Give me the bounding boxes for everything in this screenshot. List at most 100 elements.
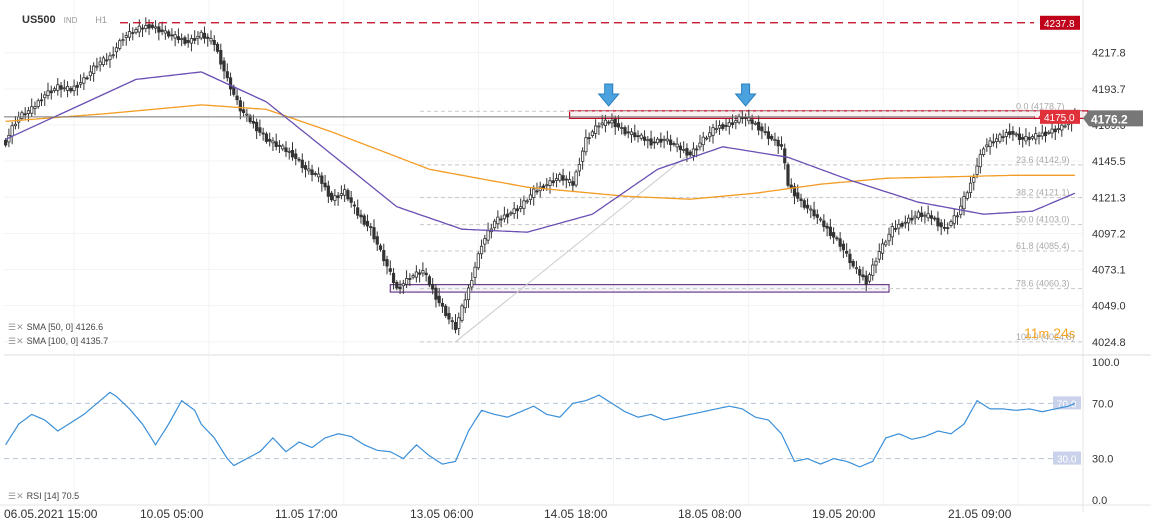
candle-body: [95, 65, 99, 68]
candle-body: [457, 317, 461, 329]
candle-body: [1001, 136, 1005, 139]
rsi-line: [5, 391, 1076, 468]
candle-body: [167, 31, 171, 37]
candle-body: [1037, 135, 1041, 137]
candle-body: [150, 24, 154, 28]
candle-body: [268, 138, 272, 142]
candle-body: [506, 213, 510, 218]
candle-body: [887, 233, 891, 242]
candle-body: [52, 88, 57, 92]
legend-sma50[interactable]: ☰✕ SMA [50, 0] 4126.6: [8, 322, 104, 332]
current-price-tag-bg: [1083, 110, 1143, 127]
candle-body: [431, 284, 435, 290]
time-tick: 11.05 17:00: [275, 507, 338, 521]
legend-sma100[interactable]: ☰✕ SMA [100, 0] 4135.7: [8, 336, 109, 346]
candle-body: [613, 118, 617, 128]
candle-body: [633, 132, 637, 138]
candle-body: [610, 119, 614, 124]
candle-body: [985, 144, 989, 148]
sma50-line: [5, 71, 1076, 233]
settings-icon[interactable]: ☰✕: [8, 336, 24, 346]
rsi-level-label: 70.0: [1057, 399, 1077, 410]
candle-body: [225, 71, 229, 79]
candle-body: [92, 65, 96, 74]
candle-body: [173, 34, 177, 39]
time-tick: 06.05.2021 15:00: [4, 507, 98, 521]
candle-body: [933, 217, 937, 220]
candle-body: [1040, 132, 1044, 137]
candle-body: [809, 208, 813, 211]
candle-body: [124, 35, 128, 38]
candle-body: [493, 220, 497, 229]
candle-body: [163, 30, 167, 34]
candle-body: [590, 131, 594, 136]
candle-body: [639, 134, 643, 139]
candle-body: [721, 124, 725, 129]
candle-body: [623, 127, 627, 135]
candle-body: [215, 43, 220, 52]
settings-icon[interactable]: ☰✕: [8, 491, 24, 501]
candle-body: [995, 138, 999, 142]
candle-body: [473, 266, 477, 278]
settings-icon[interactable]: ☰✕: [8, 322, 24, 332]
candle-body: [763, 131, 767, 133]
legend-rsi[interactable]: ☰✕ RSI [14] 70.5: [8, 491, 80, 501]
candle-body: [695, 148, 699, 151]
candle-body: [23, 113, 27, 116]
candle-body: [779, 144, 784, 147]
candle-body: [698, 142, 702, 148]
candle-body: [307, 168, 311, 172]
grid-lines: [4, 0, 1151, 512]
candle-body: [183, 37, 187, 44]
symbol-sub: IND: [63, 16, 78, 25]
candle-body: [825, 225, 829, 229]
candle-body: [144, 25, 148, 29]
candle-timer: 11m 24s: [1024, 325, 1076, 341]
rsi-tick: 70.0: [1092, 398, 1113, 410]
candle-body: [261, 132, 265, 135]
candle-body: [372, 227, 376, 240]
candle-body: [310, 169, 314, 176]
candles: [4, 17, 1077, 336]
candle-body: [20, 112, 24, 119]
candle-body: [378, 245, 383, 250]
candle-body: [271, 140, 275, 144]
candle-body: [62, 87, 66, 90]
candle-body: [646, 139, 650, 142]
candle-body: [437, 295, 441, 304]
price-tick: 4217.8: [1092, 48, 1126, 60]
candle-body: [248, 115, 252, 123]
candle-body: [460, 305, 464, 321]
candle-body: [910, 217, 914, 221]
candle-body: [17, 116, 21, 123]
fib-label: 23.6 (4142.9): [1016, 155, 1070, 165]
candle-body: [316, 173, 321, 178]
time-tick: 18.05 08:00: [678, 507, 742, 521]
candle-body: [1030, 136, 1035, 139]
candle-body: [176, 36, 181, 41]
chart-header[interactable]: US500 IND H1: [22, 14, 107, 26]
price-tick: 4145.5: [1092, 156, 1126, 168]
candle-body: [222, 60, 226, 72]
candle-body: [1004, 132, 1008, 137]
candle-body: [398, 286, 402, 290]
fib-label: 78.6 (4060.3): [1016, 279, 1070, 289]
candle-body: [936, 217, 940, 227]
time-tick: 21.05 09:00: [948, 507, 1012, 521]
zones: [389, 110, 1089, 293]
candle-body: [659, 138, 663, 143]
candle-body: [708, 132, 712, 138]
candle-body: [890, 226, 894, 238]
candle-body: [594, 125, 598, 134]
candle-body: [375, 236, 379, 245]
candle-body: [760, 126, 764, 132]
candle-body: [297, 158, 301, 161]
candle-body: [845, 250, 849, 254]
candle-body: [105, 59, 109, 62]
candle-body: [655, 138, 660, 144]
candle-body: [998, 134, 1002, 142]
timeframe-label[interactable]: H1: [95, 15, 107, 25]
candle-body: [466, 287, 471, 301]
candle-body: [108, 55, 112, 61]
resistance-tag: 4175.0: [1044, 113, 1075, 124]
